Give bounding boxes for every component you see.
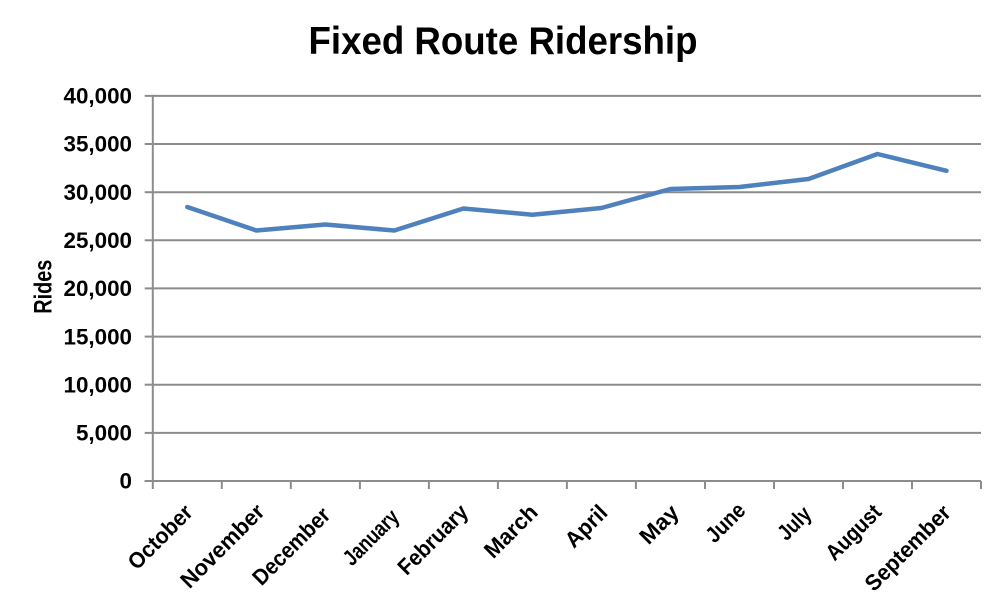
svg-text:May: May: [634, 499, 684, 549]
svg-text:10,000: 10,000: [64, 372, 132, 397]
svg-text:July: July: [772, 501, 816, 545]
svg-text:February: February: [393, 499, 474, 580]
svg-text:15,000: 15,000: [64, 324, 132, 349]
svg-text:20,000: 20,000: [64, 276, 132, 301]
svg-text:30,000: 30,000: [64, 180, 132, 205]
svg-text:25,000: 25,000: [64, 228, 132, 253]
svg-text:Rides: Rides: [31, 260, 58, 314]
svg-text:Fixed Route Ridership: Fixed Route Ridership: [309, 20, 698, 63]
svg-text:5,000: 5,000: [76, 421, 132, 446]
svg-text:40,000: 40,000: [64, 84, 132, 109]
svg-text:0: 0: [120, 469, 132, 494]
svg-text:June: June: [700, 498, 750, 548]
svg-text:August: August: [820, 499, 886, 565]
svg-text:April: April: [560, 500, 613, 553]
svg-text:March: March: [479, 499, 543, 563]
svg-text:35,000: 35,000: [64, 132, 132, 157]
